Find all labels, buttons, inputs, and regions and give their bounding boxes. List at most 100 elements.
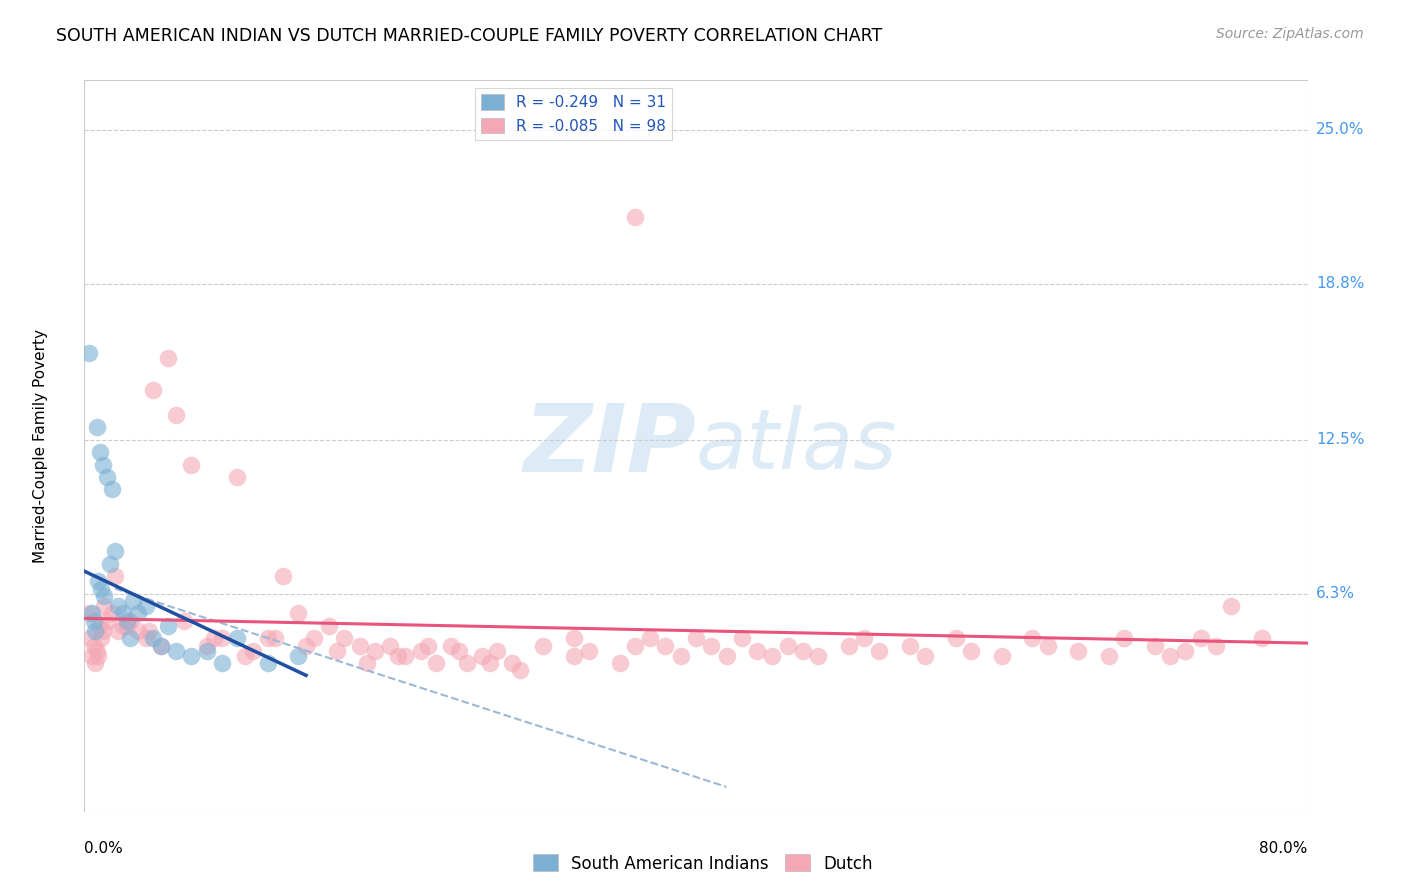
Point <box>127 624 149 638</box>
Point <box>716 648 738 663</box>
Point <box>669 648 692 663</box>
Point <box>471 648 494 663</box>
Point <box>77 346 100 360</box>
Point <box>104 569 127 583</box>
Text: 6.3%: 6.3% <box>1316 586 1355 601</box>
Text: Source: ZipAtlas.com: Source: ZipAtlas.com <box>1216 27 1364 41</box>
Point <box>86 643 108 657</box>
Point <box>325 643 347 657</box>
Point <box>226 470 249 484</box>
Point <box>180 458 202 472</box>
Text: 0.0%: 0.0% <box>84 841 124 856</box>
Point <box>257 631 280 645</box>
Point <box>80 648 103 663</box>
Point <box>101 483 124 497</box>
Point <box>157 619 180 633</box>
Point <box>1098 648 1121 663</box>
Point <box>120 631 142 645</box>
Point <box>87 648 110 663</box>
Point <box>502 656 524 670</box>
Point <box>349 639 371 653</box>
Point <box>180 648 202 663</box>
Point <box>456 656 478 670</box>
Text: atlas: atlas <box>696 406 897 486</box>
Point <box>562 631 585 645</box>
Point <box>271 569 294 583</box>
Point <box>776 639 799 653</box>
Point <box>295 639 318 653</box>
Point <box>945 631 967 645</box>
Point <box>624 639 647 653</box>
Bar <box>84 80 1308 812</box>
Point <box>90 631 112 645</box>
Point <box>107 599 129 613</box>
Text: SOUTH AMERICAN INDIAN VS DUTCH MARRIED-COUPLE FAMILY POVERTY CORRELATION CHART: SOUTH AMERICAN INDIAN VS DUTCH MARRIED-C… <box>56 27 883 45</box>
Point <box>211 631 233 645</box>
Point <box>111 607 134 621</box>
Point <box>115 614 138 628</box>
Point <box>1036 639 1059 653</box>
Text: 25.0%: 25.0% <box>1316 122 1364 137</box>
Point <box>287 607 309 621</box>
Point <box>380 639 402 653</box>
Point <box>90 582 112 596</box>
Point <box>991 648 1014 663</box>
Point <box>654 639 676 653</box>
Text: ZIP: ZIP <box>523 400 696 492</box>
Point <box>233 648 256 663</box>
Point <box>93 599 115 613</box>
Point <box>1189 631 1212 645</box>
Point <box>1220 599 1243 613</box>
Point <box>624 210 647 224</box>
Point <box>333 631 356 645</box>
Point <box>747 643 769 657</box>
Point <box>562 648 585 663</box>
Text: 18.8%: 18.8% <box>1316 277 1364 291</box>
Point <box>869 643 891 657</box>
Point <box>394 648 416 663</box>
Text: Married-Couple Family Poverty: Married-Couple Family Poverty <box>32 329 48 563</box>
Point <box>478 656 501 670</box>
Point <box>242 643 264 657</box>
Point <box>257 656 280 670</box>
Text: 12.5%: 12.5% <box>1316 433 1364 447</box>
Point <box>104 544 127 558</box>
Point <box>1114 631 1136 645</box>
Point <box>93 589 115 603</box>
Point <box>418 639 440 653</box>
Point <box>226 631 249 645</box>
Point <box>486 643 509 657</box>
Point <box>80 607 103 621</box>
Point <box>115 619 138 633</box>
Point <box>761 648 783 663</box>
Point <box>202 631 225 645</box>
Point <box>318 619 340 633</box>
Point <box>807 648 830 663</box>
Point <box>120 614 142 628</box>
Point <box>91 458 114 472</box>
Point <box>440 639 463 653</box>
Point <box>531 639 554 653</box>
Point <box>356 656 378 670</box>
Point <box>609 656 631 670</box>
Point <box>425 656 447 670</box>
Point <box>87 574 110 588</box>
Point <box>165 643 187 657</box>
Point <box>853 631 876 645</box>
Legend: South American Indians, Dutch: South American Indians, Dutch <box>526 847 880 880</box>
Point <box>1067 643 1090 657</box>
Point <box>447 643 470 657</box>
Point <box>122 594 145 608</box>
Point <box>89 445 111 459</box>
Point <box>101 607 124 621</box>
Point <box>77 607 100 621</box>
Point <box>287 648 309 663</box>
Point <box>792 643 814 657</box>
Point <box>302 631 325 645</box>
Point <box>111 619 134 633</box>
Text: 80.0%: 80.0% <box>1260 841 1308 856</box>
Point <box>149 639 172 653</box>
Point <box>960 643 983 657</box>
Point <box>83 639 105 653</box>
Point <box>98 557 121 571</box>
